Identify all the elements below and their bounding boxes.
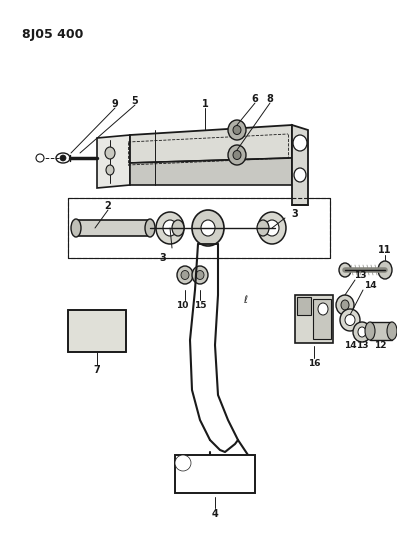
Ellipse shape bbox=[228, 120, 246, 140]
Ellipse shape bbox=[196, 271, 204, 279]
Text: 16: 16 bbox=[308, 359, 320, 368]
Text: 11: 11 bbox=[378, 245, 392, 255]
Ellipse shape bbox=[358, 327, 366, 337]
Ellipse shape bbox=[175, 455, 191, 471]
Ellipse shape bbox=[353, 322, 371, 342]
Ellipse shape bbox=[341, 300, 349, 310]
Text: 12: 12 bbox=[374, 341, 386, 350]
Text: 15: 15 bbox=[194, 302, 206, 311]
Polygon shape bbox=[97, 135, 130, 188]
Text: ℓ: ℓ bbox=[243, 295, 247, 305]
Ellipse shape bbox=[163, 220, 177, 236]
Polygon shape bbox=[292, 125, 308, 205]
Ellipse shape bbox=[192, 210, 224, 246]
Text: 9: 9 bbox=[112, 99, 118, 109]
Text: 1: 1 bbox=[202, 99, 208, 109]
Ellipse shape bbox=[233, 150, 241, 159]
Ellipse shape bbox=[365, 322, 375, 340]
Ellipse shape bbox=[177, 266, 193, 284]
Bar bbox=[370, 322, 392, 340]
Ellipse shape bbox=[378, 261, 392, 279]
Ellipse shape bbox=[105, 147, 115, 159]
Text: 13: 13 bbox=[354, 271, 366, 280]
Ellipse shape bbox=[233, 125, 241, 134]
Ellipse shape bbox=[340, 309, 360, 331]
Ellipse shape bbox=[71, 219, 81, 237]
Text: 14: 14 bbox=[364, 281, 376, 290]
Ellipse shape bbox=[228, 145, 246, 165]
Ellipse shape bbox=[265, 220, 279, 236]
Text: 2: 2 bbox=[105, 201, 112, 211]
Bar bbox=[68, 310, 126, 352]
Text: 7: 7 bbox=[94, 365, 100, 375]
Ellipse shape bbox=[339, 263, 351, 277]
Polygon shape bbox=[130, 125, 292, 163]
Text: 6: 6 bbox=[252, 94, 258, 104]
Ellipse shape bbox=[345, 314, 355, 326]
Bar bbox=[68, 198, 330, 258]
Bar bbox=[175, 455, 255, 493]
Ellipse shape bbox=[201, 220, 215, 236]
Text: 8J05 400: 8J05 400 bbox=[22, 28, 83, 41]
Bar bbox=[68, 198, 330, 258]
Ellipse shape bbox=[336, 295, 354, 315]
Ellipse shape bbox=[60, 155, 66, 161]
Ellipse shape bbox=[36, 154, 44, 162]
Ellipse shape bbox=[172, 220, 184, 236]
Polygon shape bbox=[130, 158, 292, 185]
Text: 4: 4 bbox=[212, 509, 218, 519]
Bar bbox=[295, 295, 333, 343]
Bar bbox=[76, 220, 150, 236]
Ellipse shape bbox=[56, 153, 70, 163]
Bar bbox=[68, 310, 126, 352]
Text: 13: 13 bbox=[356, 341, 368, 350]
Text: 3: 3 bbox=[292, 209, 299, 219]
Text: 8: 8 bbox=[266, 94, 274, 104]
Text: 10: 10 bbox=[176, 302, 188, 311]
Ellipse shape bbox=[258, 212, 286, 244]
Ellipse shape bbox=[387, 322, 397, 340]
Text: 14: 14 bbox=[344, 341, 357, 350]
Ellipse shape bbox=[294, 168, 306, 182]
Ellipse shape bbox=[156, 212, 184, 244]
Ellipse shape bbox=[181, 271, 189, 279]
Bar bbox=[313, 299, 331, 339]
Ellipse shape bbox=[318, 303, 328, 315]
Text: 5: 5 bbox=[132, 96, 139, 106]
Ellipse shape bbox=[106, 165, 114, 175]
Bar bbox=[297, 297, 311, 315]
Ellipse shape bbox=[257, 220, 269, 236]
Text: 3: 3 bbox=[160, 253, 166, 263]
Ellipse shape bbox=[192, 266, 208, 284]
Ellipse shape bbox=[293, 135, 307, 151]
Ellipse shape bbox=[145, 219, 155, 237]
